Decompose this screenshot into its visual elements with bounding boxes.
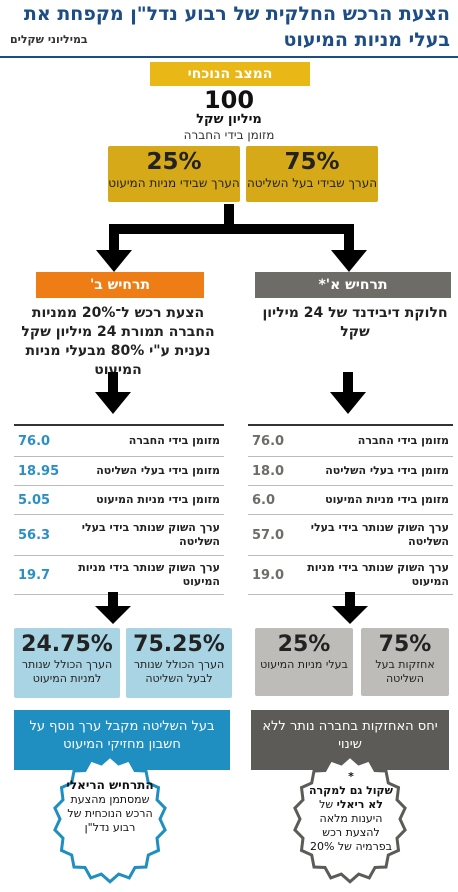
scenario-a-badge: * שקול גם למקרה לא ריאלי של היענות מלאה … (306, 770, 396, 854)
row-value: 76.0 (18, 433, 51, 449)
scenario-a-badge-shape (293, 754, 407, 884)
scenario-b-badge-shape (53, 754, 167, 884)
scenario-a-controlling-pct: 75% (378, 632, 432, 657)
scenario-b-table: מזומן בידי החברה 76.0 מזומן בידי בעלי הש… (14, 424, 224, 595)
scenario-b-text: הצעת רכש ל־20% ממניות החברה תמורת 24 מיל… (21, 305, 215, 378)
scenario-b-minority-box: 24.75% הערך הכולל שנותר למניות המיעוט (14, 628, 120, 698)
arrow-a2-head (332, 606, 368, 624)
scenario-a-minority-text: בעלי מניות המיעוט (260, 658, 348, 671)
row-value: 18.95 (18, 463, 60, 479)
row-value: 57.0 (252, 527, 285, 543)
current-unit: מיליון שקל (196, 112, 262, 127)
table-row: מזומן בידי מניות המיעוט 6.0 (248, 486, 453, 515)
table-row: מזומן בידי החברה 76.0 (248, 426, 453, 457)
scenario-b-summary: בעל השליטה מקבל ערך נוסף על חשבון מחזיקי… (14, 710, 230, 770)
scenario-a-controlling-box: 75% אחזקות בעל השליטה (361, 628, 449, 696)
table-row: מזומן בידי בעלי השליטה 18.95 (14, 457, 224, 486)
scenario-b-badge-star (53, 754, 167, 884)
row-label: ערך השוק שנותר בידי בעלי השליטה (81, 521, 220, 548)
title-rule (0, 56, 458, 58)
minority-value-box: 25% הערך שבידי מניות המיעוט (108, 146, 240, 202)
row-label: מזומן בידי בעלי השליטה (96, 464, 220, 477)
row-value: 56.3 (18, 527, 51, 543)
scenario-a-minority-box: 25% בעלי מניות המיעוט (255, 628, 353, 696)
table-row: מזומן בידי החברה 76.0 (14, 426, 224, 457)
row-label: מזומן בידי מניות המיעוט (96, 493, 220, 506)
arrow-a-stem (343, 372, 353, 394)
branch-right-arrowhead (331, 250, 367, 272)
row-label: מזומן בידי בעלי השליטה (325, 464, 449, 477)
branch-connector (96, 204, 367, 272)
scenario-b-minority-text: הערך הכולל שנותר למניות המיעוט (21, 658, 113, 685)
controlling-pct: 75% (284, 149, 340, 175)
minority-pct: 25% (146, 149, 202, 175)
table-row: ערך השוק שנותר בידי בעלי השליטה 57.0 (248, 515, 453, 556)
arrow-b-stem (108, 372, 118, 394)
table-row: ערך השוק שנותר בידי בעלי השליטה 56.3 (14, 515, 224, 556)
table-row: מזומן בידי מניות המיעוט 5.05 (14, 486, 224, 515)
arrow-a-head (330, 392, 366, 414)
page-title: הצעת הרכש החלקית של רבוע נדל"ן מקפחת את (23, 3, 450, 25)
table-row: ערך השוק שנותר בידי מניות המיעוט 19.7 (14, 556, 224, 595)
branch-left-leg (109, 224, 119, 250)
row-label: מזומן בידי החברה (357, 434, 449, 447)
arrow-b2-head (95, 606, 131, 624)
table-arrows (95, 372, 366, 414)
branch-right-leg (344, 224, 354, 250)
scenario-a-header: תרחיש א'* (255, 272, 451, 298)
row-label: ערך השוק שנותר בידי בעלי השליטה (310, 521, 449, 548)
badge-bold-text: שקול גם למקרה לא ריאלי (309, 784, 393, 811)
badge-text: של היענות מלאה להצעת רכש בפרמיה של 20% (309, 798, 393, 853)
current-desc: מזומן בידי החברה (183, 128, 275, 142)
units-subtitle: במיליוני שקלים (10, 33, 88, 46)
current-state-header: המצב הנוכחי (150, 62, 310, 86)
row-label: ערך השוק שנותר בידי מניות המיעוט (307, 561, 449, 588)
branch-stem (224, 204, 234, 228)
arrow-a2-stem (345, 592, 355, 608)
scenario-b-minority-pct: 24.75% (21, 632, 113, 657)
row-label: מזומן בידי החברה (128, 434, 220, 447)
scenario-b-controlling-text: הערך הכולל שנותר לבעל השליטה (133, 658, 225, 685)
scenario-b-controlling-box: 75.25% הערך הכולל שנותר לבעל השליטה (126, 628, 232, 698)
table-row: מזומן בידי בעלי השליטה 18.0 (248, 457, 453, 486)
current-value: 100 (203, 86, 255, 114)
arrow-b2-stem (108, 592, 118, 608)
box-arrows (95, 592, 368, 624)
scenario-b-controlling-pct: 75.25% (133, 632, 225, 657)
badge-bold-text: התרחיש הריאלי (66, 778, 154, 792)
scenario-a-badge-star (293, 754, 407, 884)
minority-text: הערך שבידי מניות המיעוט (108, 176, 240, 190)
scenario-b-header: תרחיש ב' (36, 272, 204, 298)
row-value: 19.7 (18, 567, 51, 583)
row-value: 18.0 (252, 463, 285, 479)
badge-text: שמסתמן מהצעת הרכש הנוכחית של רבוע נדל"ן (67, 793, 153, 834)
arrow-b-head (95, 392, 131, 414)
row-value: 76.0 (252, 433, 285, 449)
scenario-b-badge: התרחיש הריאלי שמסתמן מהצעת הרכש הנוכחית … (64, 778, 156, 835)
controlling-value-box: 75% הערך שבידי בעל השליטה (246, 146, 378, 202)
branch-left-arrowhead (96, 250, 132, 272)
page-title-line2: בעלי מניות המיעוט (283, 29, 451, 51)
row-value: 19.0 (252, 567, 285, 583)
scenario-a-minority-pct: 25% (277, 632, 331, 657)
scenario-a-controlling-text: אחזקות בעל השליטה (375, 658, 435, 685)
scenario-a-text: חלוקת דיבידנד של 24 מיליון שקל (262, 305, 448, 340)
badge-asterisk: * (348, 770, 354, 783)
row-label: מזומן בידי מניות המיעוט (325, 493, 449, 506)
scenario-a-table: מזומן בידי החברה 76.0 מזומן בידי בעלי הש… (248, 424, 453, 595)
row-value: 5.05 (18, 492, 51, 508)
row-label: ערך השוק שנותר בידי מניות המיעוט (78, 561, 220, 588)
controlling-text: הערך שבידי בעל השליטה (246, 176, 378, 190)
branch-bar (109, 224, 354, 234)
row-value: 6.0 (252, 492, 276, 508)
